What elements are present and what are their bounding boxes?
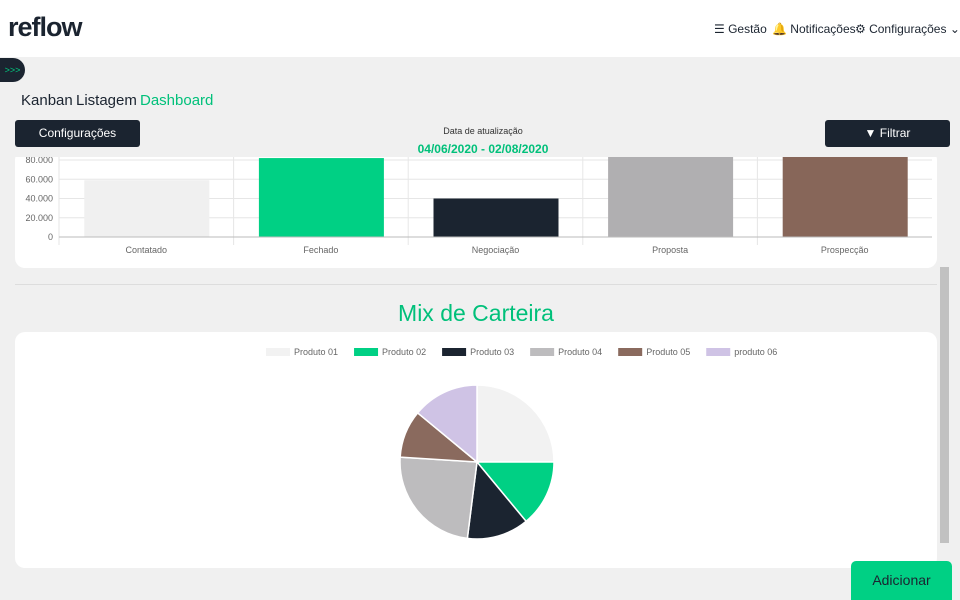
bar-card: 0 20.000 40.000 60.000 80.000 Contatado Fechad… — [15, 150, 937, 268]
bar — [608, 156, 734, 237]
pie-slice — [416, 384, 478, 464]
filter-button[interactable]: ▼ Filtrar — [825, 120, 950, 147]
bar-chart: 0 20.000 40.000 60.000 80.000 Contatado Fechad… — [25, 150, 932, 255]
legend-label: Produto 04 — [558, 347, 602, 357]
x-tick-label: Prospecção — [821, 245, 869, 255]
nav-gestao[interactable]: ☰ Gestão — [714, 22, 767, 36]
x-tick-label: Negociação — [472, 245, 520, 255]
nav-label: Configurações — [869, 22, 947, 36]
legend-label: Produto 01 — [294, 347, 338, 357]
toolbar — [0, 112, 938, 157]
bar — [782, 156, 908, 237]
x-tick-label: Fechado — [303, 245, 338, 255]
legend-label: Produto 02 — [382, 347, 426, 357]
pie-title: Mix de Carteira — [398, 300, 554, 326]
legend-label: produto 06 — [734, 347, 777, 357]
bar — [258, 158, 384, 237]
bar — [433, 198, 559, 237]
tab-active[interactable]: Dashboard — [140, 92, 214, 109]
x-tick-label: Proposta — [652, 245, 688, 255]
pie-slice — [476, 384, 555, 463]
tab[interactable]: Listagem — [76, 92, 137, 109]
sidebar-toggle[interactable]: >>> — [0, 58, 25, 82]
date-label: Data de atualização — [443, 126, 523, 136]
legend-swatch — [354, 348, 379, 356]
legend-swatch — [442, 348, 467, 356]
bar — [84, 180, 210, 237]
pie-slice — [466, 460, 528, 540]
y-tick-label: 20.000 — [25, 213, 53, 223]
pie-slice — [475, 461, 555, 523]
scrollbar — [940, 267, 949, 543]
date-range: 04/06/2020 - 02/08/2020 — [417, 142, 549, 156]
legend-swatch — [706, 348, 731, 356]
x-tick-label: Contatado — [126, 245, 168, 255]
nav-notificacoes[interactable]: 🔔 Notificações — [772, 22, 856, 36]
y-tick-label: 0 — [48, 232, 53, 242]
nav-label: Gestão — [728, 22, 767, 36]
config-button[interactable]: Configurações — [15, 120, 140, 147]
pie-card: Produto 01 Produto 02 Produto 03 Produto 04… — [15, 332, 937, 568]
y-tick-label: 60.000 — [25, 174, 53, 184]
add-button[interactable]: Adicionar — [851, 561, 952, 600]
nav-label: Notificações — [790, 22, 856, 36]
y-tick-label: 80.000 — [25, 155, 53, 165]
tab[interactable]: Kanban — [21, 92, 73, 109]
pie-chart: Produto 01 Produto 02 Produto 03 Produto 04… — [266, 347, 777, 540]
nav-configuracoes[interactable]: ⚙ Configurações ⌄ — [855, 22, 960, 36]
legend-label: Produto 05 — [646, 347, 690, 357]
pie-slice — [399, 456, 478, 540]
legend-swatch — [530, 348, 555, 356]
divider — [15, 284, 937, 285]
logo: reflow — [8, 12, 83, 42]
legend-swatch — [266, 348, 290, 356]
legend-swatch — [618, 348, 643, 356]
header: reflow ☰ Gestão 🔔 Notificações ⚙ Configu… — [0, 0, 960, 57]
filter-label: Filtrar — [879, 126, 911, 140]
legend-label: Produto 03 — [470, 347, 514, 357]
y-tick-label: 40.000 — [25, 194, 53, 204]
